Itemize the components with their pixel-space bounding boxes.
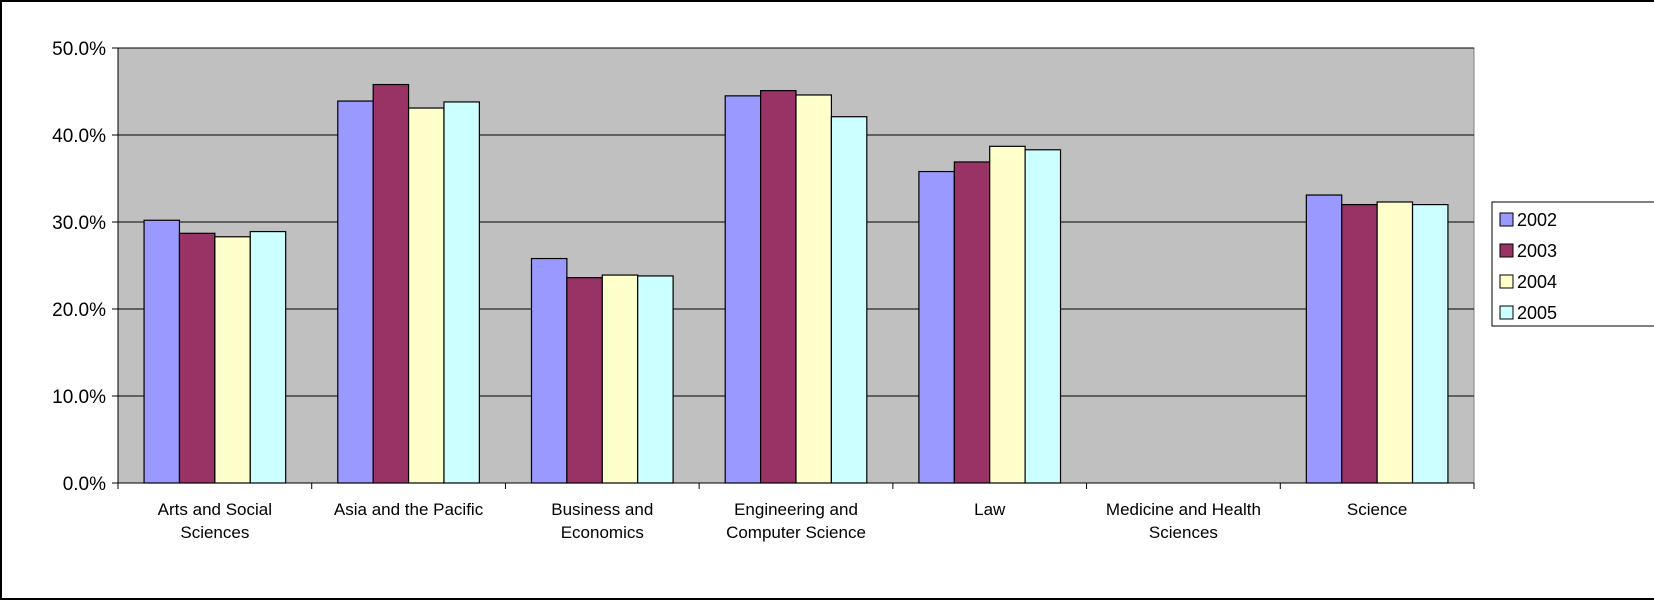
- legend-swatch: [1499, 243, 1514, 258]
- bar: [953, 161, 991, 484]
- x-category-label: Business and: [551, 500, 653, 519]
- y-tick-label: 30.0%: [52, 213, 106, 234]
- x-category-label: Science: [1347, 500, 1407, 519]
- bar: [1024, 149, 1062, 484]
- bar: [214, 236, 251, 484]
- bar: [372, 83, 410, 484]
- x-category-label: Computer Science: [726, 523, 866, 542]
- bar: [1305, 194, 1343, 484]
- y-tick-label: 10.0%: [52, 387, 106, 408]
- bar: [566, 277, 603, 484]
- x-category-label: Asia and the Pacific: [334, 500, 484, 519]
- bar: [795, 94, 833, 484]
- x-category-label: Arts and Social: [158, 500, 272, 519]
- bar: [1341, 204, 1378, 484]
- y-tick-label: 40.0%: [52, 126, 106, 147]
- x-category-label: Sciences: [1149, 523, 1218, 542]
- x-category-label: Medicine and Health: [1106, 500, 1261, 519]
- legend-label: 2002: [1517, 210, 1557, 230]
- x-category-label: Sciences: [180, 523, 249, 542]
- bar: [530, 257, 568, 484]
- legend-swatch: [1499, 305, 1514, 320]
- legend-label: 2004: [1517, 272, 1557, 292]
- bar: [143, 219, 181, 484]
- legend-box: [1491, 201, 1654, 327]
- x-category-label: Engineering and: [734, 500, 858, 519]
- y-tick-label: 0.0%: [63, 474, 106, 495]
- bar: [443, 101, 480, 484]
- legend-label: 2005: [1517, 303, 1557, 323]
- bar: [1411, 204, 1449, 484]
- bar: [249, 230, 287, 484]
- bar: [337, 100, 374, 484]
- bar: [724, 95, 762, 484]
- y-tick-label: 20.0%: [52, 300, 106, 321]
- x-category-label: Economics: [561, 523, 644, 542]
- bar: [759, 90, 797, 484]
- bar: [989, 145, 1026, 484]
- legend-swatch: [1499, 274, 1514, 289]
- bar: [637, 275, 674, 484]
- legend-label: 2003: [1517, 241, 1557, 261]
- bar: [601, 274, 639, 484]
- bar: [178, 232, 216, 484]
- bar: [918, 170, 955, 484]
- bar: [407, 107, 445, 484]
- x-category-label: Law: [974, 500, 1006, 519]
- bar: [1376, 201, 1414, 484]
- y-tick-label: 50.0%: [52, 39, 106, 60]
- legend-swatch: [1499, 212, 1514, 227]
- bar: [830, 116, 868, 484]
